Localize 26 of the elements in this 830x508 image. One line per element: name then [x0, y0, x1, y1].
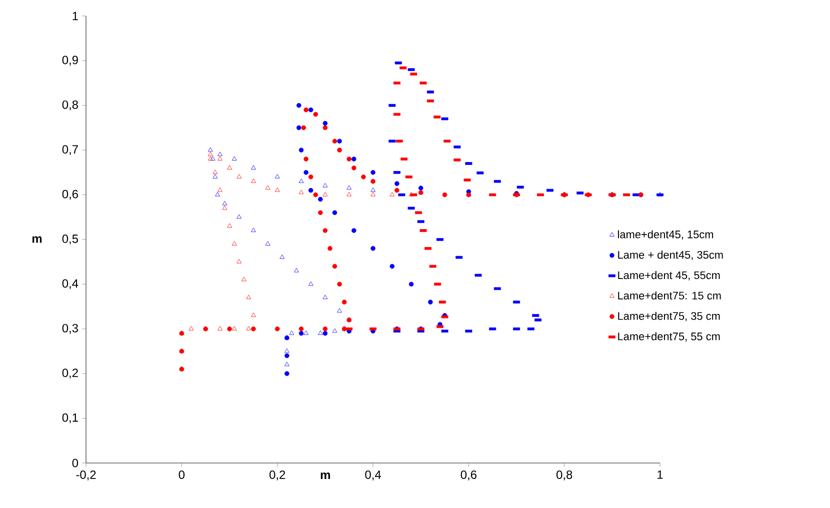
x-tick-label: 1	[658, 470, 663, 479]
y-tick-label: 0,9	[62, 56, 78, 66]
y-tick-label: 0,1	[62, 413, 78, 424]
x-tick-label: 0,2	[270, 470, 286, 480]
x-tick-label: 0,8	[556, 470, 572, 480]
x-tick-label: -0,2	[76, 470, 96, 480]
y-tick-label: 0,8	[62, 100, 78, 110]
x-tick-label: 0	[178, 470, 185, 479]
y-tick-label: 0,6	[62, 190, 78, 200]
legend-label: Lame+dent75, 55 cm	[618, 332, 720, 342]
y-tick-label: 1	[72, 12, 78, 20]
legend-label: Lame+dent75: 15 cm	[618, 291, 721, 300]
y-tick-label: 0,2	[62, 368, 78, 379]
y-tick-label: 0,5	[62, 234, 78, 244]
y-tick-label: 0,3	[62, 324, 78, 334]
legend-label: Lame + dent45, 35cm	[618, 250, 723, 260]
legend-label: lame+dent45, 15cm	[618, 230, 714, 240]
y-tick-label: 0	[72, 458, 78, 468]
x-tick-label: 0,6	[460, 470, 476, 480]
x-axis-title: m	[320, 472, 330, 479]
y-tick-label: 0,4	[62, 279, 78, 290]
y-axis-title: m	[32, 236, 42, 243]
legend-label: Lame+dent75, 35 cm	[618, 312, 720, 322]
x-tick-label: 0,4	[365, 470, 381, 480]
y-tick-label: 0,7	[62, 145, 78, 156]
legend-label: Lame+dent 45, 55cm	[618, 271, 720, 280]
